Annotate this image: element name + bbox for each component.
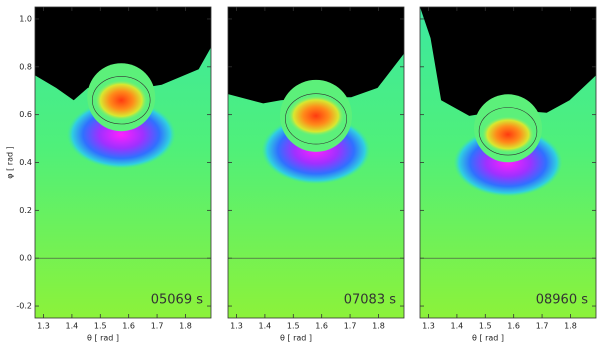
annotation: 08960 s [536, 293, 588, 308]
hot-spot [288, 95, 344, 136]
y-tick-label: 0.4 [19, 158, 32, 167]
bubble-contour [92, 76, 151, 125]
x-tick-label: 1.5 [479, 322, 492, 331]
y-tick-label: 0.6 [19, 110, 32, 119]
x-tick-label: 1.3 [37, 322, 50, 331]
panel: -0.2 0.0 0.2 0.4 0.6 0.8 1.0 1.3 1.4 1.5 1.6 1.7 1.8… [6, 6, 212, 343]
field [35, 7, 211, 318]
x-tick-label: 1.5 [287, 322, 300, 331]
y-axis-label: φ [ rad ] [6, 146, 15, 178]
masked-region [35, 7, 211, 101]
y-tick-label: 0.8 [19, 62, 32, 71]
y-tick-label: 1.0 [19, 14, 32, 23]
annotation: 05069 s [151, 293, 203, 308]
x-tick-label: 1.8 [564, 322, 577, 331]
bubble-contour [478, 107, 538, 156]
bubble-contour [285, 93, 347, 145]
x-tick-label: 1.6 [315, 322, 328, 331]
panel-frame [34, 6, 212, 319]
panel-frame [227, 6, 405, 319]
annotation: 07083 s [344, 293, 396, 308]
x-axis-label: θ [ rad ] [280, 334, 312, 343]
x-tick-label: 1.8 [179, 322, 192, 331]
x-axis-label: θ [ rad ] [87, 334, 119, 343]
panel-frame [419, 6, 597, 319]
hot-spot [95, 80, 148, 121]
x-axis-label: θ [ rad ] [472, 334, 504, 343]
field [420, 7, 596, 318]
x-tick-label: 1.7 [536, 322, 549, 331]
x-tick-label: 1.5 [94, 322, 107, 331]
y-tick-label: -0.2 [16, 302, 32, 311]
masked-region [420, 7, 596, 116]
x-tick-label: 1.8 [372, 322, 385, 331]
x-tick-label: 1.6 [507, 322, 520, 331]
masked-region [228, 7, 404, 104]
x-tick-label: 1.7 [344, 322, 357, 331]
field [228, 7, 404, 318]
hot-spot [482, 116, 534, 153]
x-tick-label: 1.3 [230, 322, 243, 331]
y-tick-label: 0.2 [19, 206, 32, 215]
x-tick-label: 1.3 [422, 322, 435, 331]
panel: 1.3 1.4 1.5 1.6 1.7 1.8 08960 s θ [ rad ] [419, 6, 597, 343]
panel: 1.3 1.4 1.5 1.6 1.7 1.8 07083 s θ [ rad ] [227, 6, 405, 343]
x-tick-label: 1.7 [151, 322, 164, 331]
x-tick-label: 1.4 [259, 322, 272, 331]
x-tick-label: 1.4 [66, 322, 79, 331]
x-tick-label: 1.6 [122, 322, 135, 331]
y-tick-label: 0.0 [19, 254, 32, 263]
x-tick-label: 1.4 [451, 322, 464, 331]
